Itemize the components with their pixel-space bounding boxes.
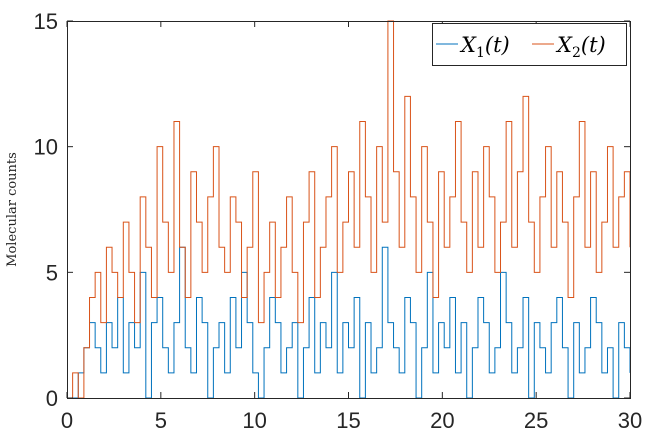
x-tick-label: 0 [61, 408, 73, 433]
y-tick-label: 10 [34, 135, 58, 160]
y-tick-label: 0 [46, 386, 58, 411]
plot-area: 0 5 10 15 20 25 30 0 5 10 15 [34, 9, 643, 433]
legend-box [432, 23, 627, 66]
legend-entry-x1: X1(t) [459, 33, 510, 61]
series-layer [67, 20, 631, 399]
x-tick-label: 20 [430, 408, 454, 433]
x-tick-label: 5 [155, 408, 167, 433]
legend-entry-x2: X2(t) [555, 33, 606, 61]
y-tick-label: 5 [46, 260, 58, 285]
x-tick-label: 30 [618, 408, 642, 433]
x-tick-label: 15 [336, 408, 360, 433]
x-tick-label: 10 [242, 408, 266, 433]
legend: X1(t) X2(t) [432, 23, 627, 66]
series-line-1 [67, 246, 631, 399]
x-tick-label: 25 [524, 408, 548, 433]
tick-layer: 0 5 10 15 20 25 30 0 5 10 15 [34, 9, 643, 433]
y-tick-label: 15 [34, 9, 58, 34]
y-axis-label: Molecular counts [5, 152, 20, 267]
series-line-2 [67, 20, 631, 399]
